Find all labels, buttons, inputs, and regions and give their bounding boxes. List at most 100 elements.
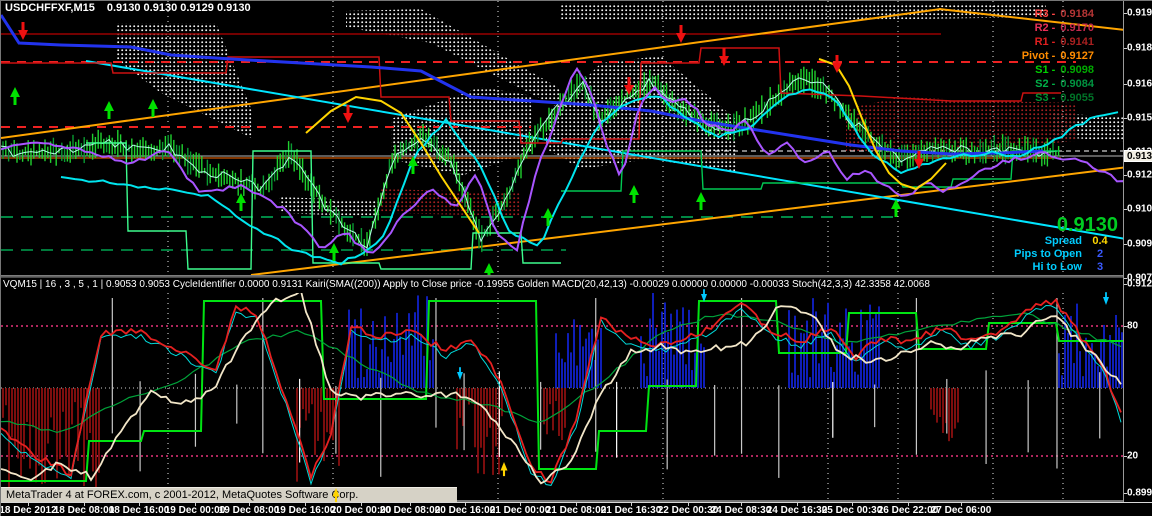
- symbol-period-label: USDCHFFXF,M15: [5, 2, 95, 14]
- stoch-cyan-line: [1, 306, 1121, 486]
- pivot-level-label: R2 -: [1035, 21, 1056, 35]
- time-axis-tick: [249, 503, 250, 506]
- time-axis-label: 24 Dec 16:30: [767, 505, 828, 516]
- price-axis-label: 0.8995: [1127, 488, 1152, 499]
- pivot-level-label: R3 -: [1035, 7, 1056, 21]
- time-axis-tick: [139, 503, 140, 506]
- time-axis-tick: [688, 503, 689, 506]
- pivot-level-label: Pivot -: [1022, 49, 1056, 63]
- time-axis-label: 21 Dec 16:30: [601, 505, 662, 516]
- axis-tick-mark: [1124, 284, 1127, 285]
- time-axis-tick: [28, 503, 29, 506]
- trade-info-value: 3: [1082, 261, 1118, 272]
- time-axis-label: 18 Dec 16:00: [109, 505, 170, 516]
- time-axis[interactable]: 18 Dec 201218 Dec 08:0018 Dec 16:0019 De…: [1, 502, 1152, 516]
- price-axis-label: 20: [1127, 451, 1138, 462]
- time-axis-tick: [797, 503, 798, 506]
- time-axis-label: 20 Dec 08:00: [380, 505, 441, 516]
- price-axis-label: 0.9090: [1127, 239, 1152, 250]
- time-axis-tick: [410, 503, 411, 506]
- time-axis-label: 21 Dec 00:00: [490, 505, 551, 516]
- price-axis-label: 0.9195: [1127, 8, 1152, 19]
- pivot-level-value: 0.9170: [1060, 21, 1094, 35]
- time-axis-label: 20 Dec 16:00: [435, 505, 496, 516]
- price-axis-label: 0.9120: [1127, 170, 1152, 181]
- trade-info-row: Hi to Low3: [1014, 261, 1118, 272]
- status-bar: MetaTrader 4 at FOREX.com, c 2001-2012, …: [1, 487, 457, 502]
- time-axis-tick: [961, 503, 962, 506]
- pivot-level-value: 0.9127: [1060, 49, 1094, 63]
- time-axis-tick: [305, 503, 306, 506]
- trade-info-label: Pips to Open: [1014, 248, 1082, 261]
- pivot-level-row: R3 - 0.9184: [1022, 7, 1094, 21]
- time-axis-label: 27 Dec 06:00: [931, 505, 992, 516]
- time-axis-label: 21 Dec 08:00: [546, 505, 607, 516]
- pivot-level-row: S3 - 0.9055: [1022, 91, 1094, 105]
- axis-tick-mark: [1124, 175, 1127, 176]
- price-axis-label: 80: [1127, 321, 1138, 332]
- time-axis-label: 19 Dec 00:00: [165, 505, 226, 516]
- time-axis-label: 18 Dec 2012: [0, 505, 57, 516]
- pivot-level-label: S3 -: [1035, 91, 1055, 105]
- time-axis-tick: [520, 503, 521, 506]
- time-axis-tick: [465, 503, 466, 506]
- pivot-level-row: Pivot - 0.9127: [1022, 49, 1094, 63]
- time-axis-tick: [195, 503, 196, 506]
- time-axis-tick: [361, 503, 362, 506]
- pivot-level-value: 0.9098: [1060, 63, 1094, 77]
- pivot-level-row: S2 - 0.9084: [1022, 77, 1094, 91]
- time-axis-label: 18 Dec 08:00: [54, 505, 115, 516]
- time-axis-tick: [852, 503, 853, 506]
- axis-tick-mark: [1124, 13, 1127, 14]
- pivot-level-label: S1 -: [1035, 63, 1055, 77]
- time-axis-tick: [84, 503, 85, 506]
- axis-tick-mark: [1124, 48, 1127, 49]
- axis-tick-mark: [1124, 456, 1127, 457]
- price-axis-label: 0.9105: [1127, 204, 1152, 215]
- time-axis-label: 19 Dec 16:00: [275, 505, 336, 516]
- window-divider[interactable]: [1, 275, 1123, 278]
- axis-tick-mark: [1124, 493, 1127, 494]
- trade-info-label: Spread: [1045, 235, 1082, 248]
- trade-info-value: 0.4: [1082, 235, 1118, 248]
- axis-tick-mark: [1124, 118, 1127, 119]
- pivot-level-label: S2 -: [1035, 77, 1055, 91]
- axis-tick-mark: [1124, 84, 1127, 85]
- pivot-level-value: 0.9184: [1060, 7, 1094, 21]
- time-axis-tick: [741, 503, 742, 506]
- pivot-level-value: 0.9055: [1060, 91, 1094, 105]
- pivot-levels-panel: R3 - 0.9184 R2 - 0.9170 R1 - 0.9141 Pivot - 0.9…: [1022, 7, 1094, 105]
- price-axis[interactable]: 0.9130 0.91950.91800.91650.91500.91350.9…: [1123, 1, 1152, 516]
- time-axis-tick: [631, 503, 632, 506]
- price-axis-label: 0.9150: [1127, 113, 1152, 124]
- time-axis-tick: [576, 503, 577, 506]
- price-axis-label: 0.912: [1127, 279, 1152, 290]
- time-axis-label: 22 Dec 00:30: [658, 505, 719, 516]
- axis-tick-mark: [1124, 326, 1127, 327]
- trade-info-row: Spread0.4: [1014, 235, 1118, 248]
- main-price-chart[interactable]: [1, 1, 1123, 275]
- current-price-readout: 0.9130: [1014, 215, 1118, 235]
- ohlc-quote-label: 0.9130 0.9130 0.9129 0.9130: [107, 2, 251, 14]
- trade-info-overlay: 0.9130 Spread0.4Pips to Open2Hi to Low3: [1014, 215, 1118, 272]
- stoch-red-line: [1, 300, 1121, 483]
- chart-title-overlay: USDCHFFXF,M15 0.9130 0.9130 0.9129 0.9130: [5, 2, 251, 14]
- trade-info-value: 2: [1082, 248, 1118, 261]
- price-axis-label: 0.9165: [1127, 79, 1152, 90]
- pivot-level-value: 0.9141: [1060, 35, 1094, 49]
- pivot-level-label: R1 -: [1035, 35, 1056, 49]
- indicator-values-header: VQM15 | 16 , 3 , 5 , 1 | 0.9053 0.9053 C…: [3, 279, 1121, 292]
- trade-info-label: Hi to Low: [1033, 261, 1083, 272]
- ichimoku-clouds: [116, 3, 1123, 217]
- time-axis-tick: [908, 503, 909, 506]
- time-axis-label: 24 Dec 08:30: [711, 505, 772, 516]
- current-price-axis-marker: 0.9130: [1124, 150, 1152, 162]
- indicator-subwindow[interactable]: [1, 293, 1123, 502]
- time-axis-label: 19 Dec 08:00: [219, 505, 280, 516]
- pivot-level-row: R1 - 0.9141: [1022, 35, 1094, 49]
- pivot-level-value: 0.9084: [1060, 77, 1094, 91]
- time-axis-label: 26 Dec 22:00: [878, 505, 939, 516]
- trade-info-row: Pips to Open2: [1014, 248, 1118, 261]
- time-axis-label: 25 Dec 00:30: [822, 505, 883, 516]
- axis-tick-mark: [1124, 209, 1127, 210]
